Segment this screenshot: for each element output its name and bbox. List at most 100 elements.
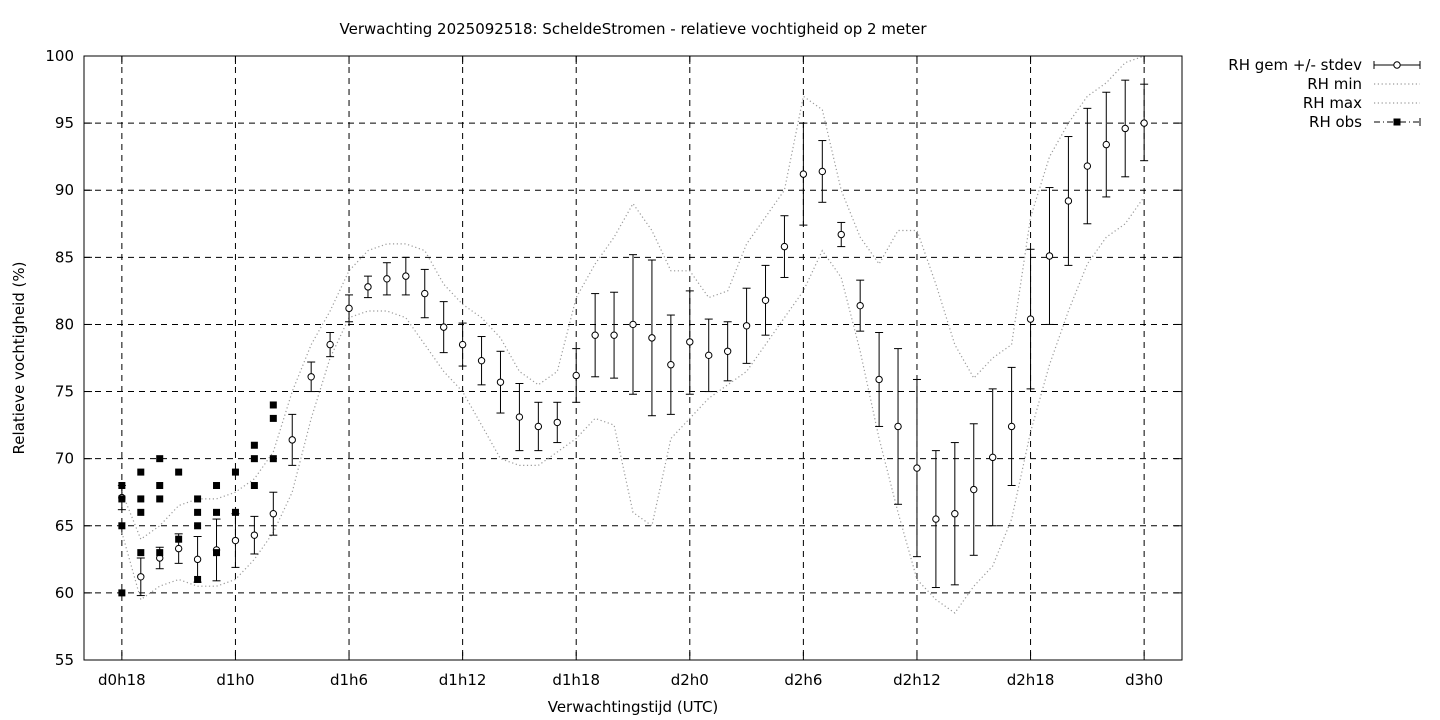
- mean-point: [894, 422, 902, 431]
- obs-point: [118, 495, 126, 503]
- x-tick-label: d2h6: [784, 671, 822, 689]
- legend-swatch-marker: [1393, 61, 1401, 69]
- mean-point: [1007, 422, 1016, 431]
- mean-point: [686, 338, 694, 346]
- plot-frame: [83, 55, 1183, 661]
- mean-point: [913, 464, 921, 472]
- obs-point: [137, 549, 145, 557]
- y-tick-label: 60: [55, 584, 74, 602]
- x-tick-label: d3h0: [1125, 671, 1163, 689]
- x-tick-label: d1h0: [216, 671, 254, 689]
- y-tick-label: 65: [55, 517, 74, 535]
- obs-point: [156, 482, 164, 490]
- mean-point: [1045, 252, 1054, 260]
- mean-point: [137, 573, 145, 581]
- mean-point: [818, 167, 827, 176]
- mean-point: [648, 334, 656, 342]
- mean-point: [326, 340, 334, 349]
- mean-point: [364, 283, 372, 291]
- mean-point: [610, 331, 618, 339]
- mean-point: [1026, 315, 1035, 323]
- obs-point: [269, 414, 277, 422]
- mean-point: [534, 422, 543, 431]
- obs-point: [269, 455, 277, 463]
- obs-point: [194, 508, 202, 516]
- mean-point: [742, 322, 751, 330]
- mean-point: [837, 230, 845, 239]
- obs-point: [250, 441, 258, 449]
- x-tick-label: d1h6: [330, 671, 368, 689]
- mean-point: [193, 555, 202, 564]
- mean-point: [439, 323, 448, 331]
- obs-point: [231, 508, 239, 516]
- mean-point: [932, 515, 940, 523]
- obs-point: [156, 455, 164, 463]
- min-max-lines: [121, 55, 1145, 614]
- mean-point: [1064, 197, 1073, 205]
- mean-point: [1083, 162, 1092, 170]
- mean-point: [629, 320, 637, 329]
- legend-label: RH max: [1303, 94, 1362, 112]
- y-axis-label: Relatieve vochtigheid (%): [10, 261, 28, 454]
- obs-point: [175, 468, 183, 476]
- obs-point: [137, 508, 145, 516]
- obs-point: [194, 575, 202, 583]
- x-tick-label: d2h0: [671, 671, 709, 689]
- obs-point: [213, 549, 221, 557]
- legend-label: RH min: [1307, 75, 1362, 93]
- mean-stdev-series: [117, 79, 1149, 597]
- mean-point: [970, 485, 978, 494]
- obs-point: [156, 549, 164, 557]
- x-tick-label: d0h18: [98, 671, 146, 689]
- legend-label: RH obs: [1309, 113, 1362, 131]
- mean-point: [780, 242, 789, 251]
- mean-point: [458, 340, 467, 349]
- obs-series: [118, 401, 277, 597]
- y-tick-label: 85: [55, 248, 74, 266]
- obs-point: [269, 401, 277, 409]
- mean-point: [1140, 119, 1148, 127]
- obs-point: [175, 535, 183, 543]
- y-tick-label: 80: [55, 315, 74, 333]
- mean-point: [553, 418, 561, 427]
- x-tick-label: d1h18: [552, 671, 600, 689]
- obs-point: [250, 482, 258, 490]
- mean-point: [799, 170, 808, 178]
- mean-point: [761, 296, 770, 304]
- rh-min-line: [121, 196, 1145, 614]
- legend-label: RH gem +/- stdev: [1228, 56, 1362, 74]
- x-tick-label: d1h12: [439, 671, 487, 689]
- legend-swatch-marker: [1393, 118, 1401, 126]
- x-tick-label: d2h18: [1007, 671, 1055, 689]
- obs-point: [194, 522, 202, 530]
- obs-point: [137, 468, 145, 476]
- mean-point: [402, 272, 410, 280]
- mean-point: [591, 331, 599, 339]
- obs-point: [213, 482, 221, 490]
- chart-title: Verwachting 2025092518: ScheldeStromen -…: [340, 20, 928, 38]
- obs-point: [118, 589, 126, 597]
- mean-point: [421, 289, 429, 298]
- mean-point: [515, 413, 524, 421]
- mean-point: [269, 509, 278, 518]
- mean-point: [288, 436, 296, 444]
- obs-point: [213, 508, 221, 516]
- axis-ticks: 55 60 65 70 75 80 85 90 95 100 d0h18 d1h0 d1h6 d1h12 d…: [45, 47, 1182, 689]
- mean-point: [572, 371, 580, 380]
- mean-point: [723, 347, 732, 355]
- mean-point: [856, 301, 864, 310]
- obs-point: [118, 482, 126, 490]
- mean-point: [174, 544, 183, 553]
- mean-point: [477, 356, 486, 365]
- y-tick-label: 95: [55, 114, 74, 132]
- mean-point: [951, 509, 959, 518]
- mean-point: [496, 378, 505, 386]
- y-tick-label: 70: [55, 450, 74, 468]
- mean-point: [383, 275, 391, 283]
- obs-point: [156, 495, 164, 503]
- mean-point: [988, 453, 997, 462]
- y-tick-label: 55: [55, 651, 74, 669]
- x-axis-label: Verwachtingstijd (UTC): [548, 698, 719, 716]
